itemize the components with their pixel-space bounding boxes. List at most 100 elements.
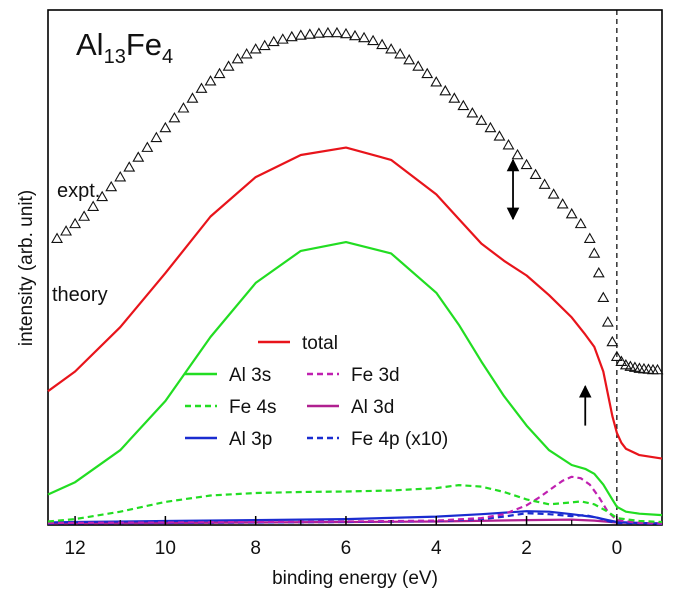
expt-point bbox=[606, 335, 619, 347]
expt-point bbox=[267, 35, 280, 47]
expt-point bbox=[421, 67, 434, 79]
legend-entry-fe-3d: Fe 3d bbox=[307, 365, 400, 386]
experimental-points bbox=[51, 26, 664, 375]
expt-point bbox=[213, 67, 226, 79]
expt-point bbox=[123, 161, 136, 172]
expt-point bbox=[385, 43, 398, 54]
legend: total Al 3s Fe 3d Fe 4s Al 3d Al 3p Fe 4p (x10… bbox=[185, 333, 448, 450]
expt-point bbox=[303, 28, 316, 39]
expt-point bbox=[231, 52, 244, 64]
expt-point bbox=[168, 111, 181, 123]
expt-point bbox=[321, 26, 334, 38]
expt-point bbox=[412, 60, 425, 71]
series-line-al-3p bbox=[47, 510, 663, 525]
legend-label: Fe 3d bbox=[351, 365, 400, 386]
expt-point bbox=[78, 210, 91, 221]
expt-point bbox=[583, 232, 596, 243]
theory-label: theory bbox=[52, 284, 108, 306]
expt-point bbox=[592, 266, 605, 278]
y-axis-label: intensity (arb. unit) bbox=[16, 190, 37, 346]
annotation-arrows bbox=[506, 158, 592, 426]
expt-point bbox=[493, 130, 506, 141]
x-axis-label: binding energy (eV) bbox=[272, 568, 438, 589]
expt-point bbox=[457, 99, 470, 111]
expt-point bbox=[141, 141, 154, 152]
expt-point bbox=[186, 92, 199, 103]
legend-label: total bbox=[302, 333, 338, 354]
x-tick-label: 8 bbox=[250, 538, 261, 559]
expt-point bbox=[430, 76, 443, 87]
expt-point bbox=[475, 114, 488, 125]
expt-point bbox=[87, 200, 100, 211]
expt-point bbox=[574, 217, 587, 229]
title-sub-4: 4 bbox=[162, 46, 173, 68]
title-base-fe: Fe bbox=[126, 27, 162, 62]
expt-point bbox=[114, 171, 127, 182]
legend-label: Fe 4s bbox=[229, 397, 277, 418]
expt-point bbox=[466, 107, 479, 118]
legend-entry-al-3p: Al 3p bbox=[185, 429, 272, 450]
expt-point bbox=[502, 139, 515, 150]
legend-entry-al-3d: Al 3d bbox=[307, 397, 394, 418]
legend-label: Al 3s bbox=[229, 365, 271, 386]
expt-point bbox=[132, 151, 145, 162]
legend-entry-total: total bbox=[258, 333, 338, 354]
series-line-total bbox=[47, 146, 663, 460]
legend-label: Fe 4p (x10) bbox=[351, 429, 448, 450]
legend-entry-fe-4s: Fe 4s bbox=[185, 397, 277, 418]
legend-label: Al 3d bbox=[351, 397, 394, 418]
expt-point bbox=[511, 148, 524, 160]
expt-point bbox=[376, 38, 389, 50]
expt-point bbox=[340, 27, 352, 39]
expt-point bbox=[538, 178, 551, 189]
series-line-fe-3d bbox=[47, 475, 663, 525]
expt-point bbox=[484, 121, 497, 133]
expt-point bbox=[150, 131, 163, 143]
x-axis-ticks: 12 10 8 6 4 2 0 bbox=[65, 516, 623, 559]
expt-point bbox=[403, 53, 416, 65]
theory-curves bbox=[47, 146, 663, 526]
expt-point bbox=[285, 30, 298, 42]
series-line-fe-4s bbox=[47, 484, 663, 524]
legend-entry-fe-4p-x10: Fe 4p (x10) bbox=[307, 429, 448, 450]
title-base-al: Al bbox=[76, 27, 104, 62]
x-tick-label: 12 bbox=[65, 538, 86, 559]
expt-label: expt. bbox=[57, 180, 100, 202]
expt-point bbox=[240, 48, 253, 59]
expt-point bbox=[358, 31, 370, 43]
expt-point bbox=[547, 188, 560, 199]
legend-entry-al-3s: Al 3s bbox=[185, 365, 271, 386]
title-sub-13: 13 bbox=[104, 46, 126, 68]
expt-point bbox=[448, 92, 461, 103]
expt-point bbox=[651, 363, 664, 375]
expt-point bbox=[330, 26, 343, 38]
expt-point bbox=[195, 82, 208, 93]
expt-point bbox=[588, 247, 601, 258]
legend-label: Al 3p bbox=[229, 429, 272, 450]
expt-point bbox=[615, 355, 628, 366]
expt-point bbox=[439, 84, 452, 96]
expt-point bbox=[276, 33, 289, 44]
expt-point bbox=[529, 168, 542, 179]
expt-point bbox=[69, 217, 82, 229]
expt-point bbox=[349, 29, 361, 41]
expt-point bbox=[60, 225, 73, 236]
expt-point bbox=[105, 180, 118, 192]
x-tick-label: 2 bbox=[521, 538, 532, 559]
expt-point bbox=[367, 34, 380, 46]
expt-point bbox=[204, 75, 217, 86]
expt-point bbox=[177, 102, 190, 113]
x-tick-label: 10 bbox=[155, 538, 176, 559]
expt-point bbox=[258, 39, 271, 51]
expt-point bbox=[222, 60, 235, 71]
expt-point bbox=[597, 291, 610, 302]
chart-title: Al13Fe4 bbox=[76, 27, 173, 68]
expt-point bbox=[249, 43, 262, 54]
x-tick-label: 0 bbox=[612, 538, 623, 559]
expt-point bbox=[312, 27, 325, 38]
x-tick-label: 6 bbox=[341, 538, 352, 559]
plot-frame bbox=[47, 9, 663, 526]
x-tick-label: 4 bbox=[431, 538, 442, 559]
expt-point bbox=[601, 316, 614, 327]
series-line-al-3s bbox=[47, 241, 663, 517]
